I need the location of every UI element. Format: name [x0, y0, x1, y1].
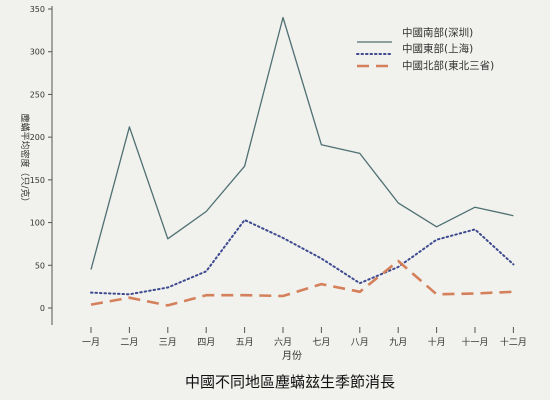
data-point	[128, 297, 130, 299]
series-layer	[90, 16, 515, 307]
y-tick-label: 250	[30, 90, 45, 99]
y-ticks: 0 50 100 150 200 250 300 350	[30, 5, 52, 313]
legend-label: 中國北部(東北三省)	[402, 59, 494, 72]
x-tick-label: 七月	[312, 337, 330, 348]
x-axis-label: 月份	[282, 350, 302, 362]
data-point	[359, 282, 361, 284]
data-point	[320, 257, 322, 259]
data-point	[243, 219, 245, 221]
data-point	[474, 228, 476, 230]
data-point	[90, 268, 92, 270]
data-point	[167, 304, 169, 306]
data-point	[512, 215, 514, 217]
x-tick-label: 六月	[274, 336, 292, 348]
data-point	[512, 263, 514, 265]
data-point	[205, 294, 207, 296]
data-point	[474, 206, 476, 208]
y-tick-label: 300	[30, 48, 45, 57]
legend-label: 中國南部(深圳)	[402, 26, 473, 39]
chart-title: 中國不同地區塵蟎玆生季節消長	[185, 373, 395, 391]
data-point	[435, 293, 437, 295]
data-point	[90, 291, 92, 293]
y-tick-label: 0	[40, 304, 45, 313]
data-point	[128, 293, 130, 295]
x-tick-label: 十一月	[461, 336, 488, 348]
y-tick-label: 150	[30, 176, 45, 185]
data-point	[359, 291, 361, 293]
x-ticks: 一月 二月 三月 四月 五月 六月 七月 八月 九月 十月 十一月 十二月	[82, 327, 527, 348]
x-tick-label: 三月	[159, 337, 177, 348]
legend: 中國南部(深圳) 中國東部(上海) 中國北部(東北三省)	[356, 26, 494, 72]
data-point	[512, 291, 514, 293]
legend-label: 中國東部(上海)	[402, 42, 473, 55]
data-point	[282, 295, 284, 297]
y-axis-label: 塵蟎平均密度（只/克）	[19, 113, 31, 206]
data-point	[359, 152, 361, 154]
y-tick-label: 350	[30, 5, 45, 14]
x-tick-label: 四月	[197, 337, 215, 348]
series-line-2	[90, 259, 514, 307]
data-point	[282, 16, 284, 18]
series-line-0	[90, 16, 514, 270]
x-tick-label: 一月	[82, 337, 100, 348]
x-tick-label: 二月	[120, 337, 138, 348]
data-point	[397, 266, 399, 268]
data-point	[205, 210, 207, 212]
data-point	[320, 283, 322, 285]
data-point	[205, 270, 207, 272]
series-line-1	[90, 219, 515, 296]
data-point	[90, 303, 92, 305]
data-point	[243, 165, 245, 167]
data-point	[435, 238, 437, 240]
data-point	[474, 292, 476, 294]
data-point	[397, 260, 399, 262]
y-tick-label: 100	[30, 219, 45, 228]
data-point	[167, 286, 169, 288]
y-tick-label: 50	[35, 261, 45, 270]
data-point	[128, 126, 130, 128]
y-tick-label: 200	[30, 133, 45, 142]
x-tick-label: 十月	[428, 336, 446, 348]
x-tick-label: 八月	[351, 337, 369, 348]
data-point	[397, 202, 399, 204]
data-point	[243, 294, 245, 296]
data-point	[435, 226, 437, 228]
x-tick-label: 五月	[236, 337, 254, 348]
data-point	[282, 237, 284, 239]
x-tick-label: 九月	[389, 337, 407, 348]
data-point	[320, 144, 322, 146]
x-tick-label: 十二月	[500, 336, 527, 348]
data-point	[167, 238, 169, 240]
